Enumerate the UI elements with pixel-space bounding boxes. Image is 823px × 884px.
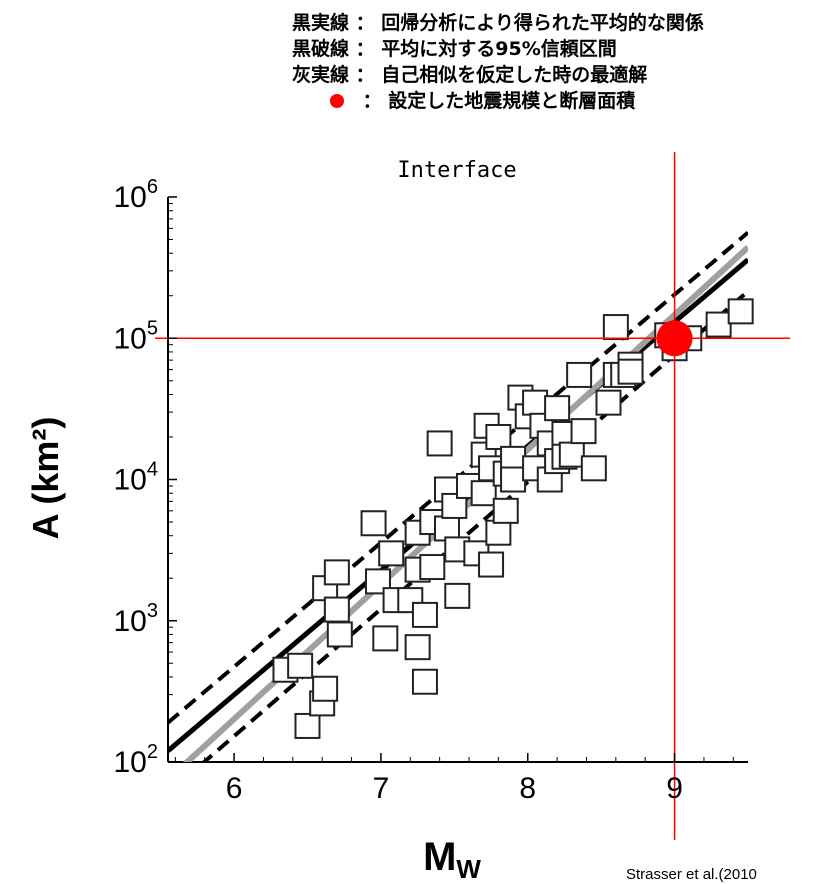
data-point-square xyxy=(323,596,350,623)
legend-term: 黒破線 xyxy=(292,38,350,60)
legend-desc: 設定した地震規模と断層面積 xyxy=(388,90,636,112)
data-point-square xyxy=(372,625,399,652)
legend-separator: ： xyxy=(362,90,382,112)
legend-item-black-solid: 黒実線 ： 回帰分析により得られた平均的な関係 xyxy=(292,10,704,36)
legend-separator: ： xyxy=(355,12,375,34)
data-point-square xyxy=(411,668,438,695)
legend-item-red-point: ： 設定した地震規模と断層面積 xyxy=(292,88,704,114)
y-tick-label: 105 xyxy=(114,317,159,355)
data-point-square xyxy=(312,675,339,702)
x-axis-label: MW xyxy=(423,835,481,884)
x-tick-label: 8 xyxy=(519,772,536,805)
data-point-square xyxy=(485,423,512,450)
data-point-square xyxy=(570,418,597,445)
legend-item-gray-solid: 灰実線 ： 自己相似を仮定した時の最適解 xyxy=(292,62,704,88)
x-tick-label: 9 xyxy=(666,772,683,805)
legend: 黒実線 ： 回帰分析により得られた平均的な関係 黒破線 ： 平均に対する95%信… xyxy=(292,10,704,114)
data-point-square xyxy=(444,582,471,609)
legend-term: 黒実線 xyxy=(292,12,350,34)
data-point-square xyxy=(485,519,512,546)
legend-desc: 平均に対する95%信頼区間 xyxy=(381,38,617,60)
data-point-square xyxy=(544,395,571,422)
data-point-square xyxy=(478,551,505,578)
data-point-square xyxy=(522,389,549,416)
legend-desc: 回帰分析により得られた平均的な関係 xyxy=(381,12,704,34)
red-circle-icon xyxy=(330,94,344,108)
x-tick-label: 6 xyxy=(226,772,243,805)
data-point-square xyxy=(360,510,387,537)
y-tick-label: 104 xyxy=(114,459,159,497)
legend-separator: ： xyxy=(355,38,375,60)
data-point-square xyxy=(404,634,431,661)
y-tick-label: 103 xyxy=(114,600,159,638)
data-point-square xyxy=(294,712,321,739)
data-point-square xyxy=(727,298,754,325)
data-point-square xyxy=(470,480,497,507)
y-tick-label: 106 xyxy=(114,176,159,214)
y-tick-label: 102 xyxy=(114,741,159,779)
data-point-square xyxy=(617,358,644,385)
legend-desc: 自己相似を仮定した時の最適解 xyxy=(381,64,648,86)
data-point-square xyxy=(411,601,438,628)
data-point-square xyxy=(326,621,353,648)
x-tick-label: 7 xyxy=(373,772,390,805)
data-point-square xyxy=(378,540,405,567)
data-point-square xyxy=(580,455,607,482)
data-point-square xyxy=(602,314,629,341)
data-point-square xyxy=(566,361,593,388)
data-point-square xyxy=(426,430,453,457)
data-point-square xyxy=(500,466,527,493)
legend-separator: ： xyxy=(355,64,375,86)
data-point-square xyxy=(323,559,350,586)
data-point-square xyxy=(595,389,622,416)
highlight-point xyxy=(656,320,693,357)
chart-title: Interface xyxy=(397,158,516,183)
legend-item-black-dashed: 黒破線 ： 平均に対する95%信頼区間 xyxy=(292,36,704,62)
y-axis-label: A (km²) xyxy=(25,417,66,540)
data-point-square xyxy=(419,554,446,581)
data-point-square xyxy=(492,497,519,524)
data-point-square xyxy=(558,441,585,468)
legend-term: 灰実線 xyxy=(292,64,350,86)
data-point-square xyxy=(287,652,314,679)
data-point-square xyxy=(705,311,732,338)
source-credit: Strasser et al.(2010 xyxy=(626,866,757,883)
